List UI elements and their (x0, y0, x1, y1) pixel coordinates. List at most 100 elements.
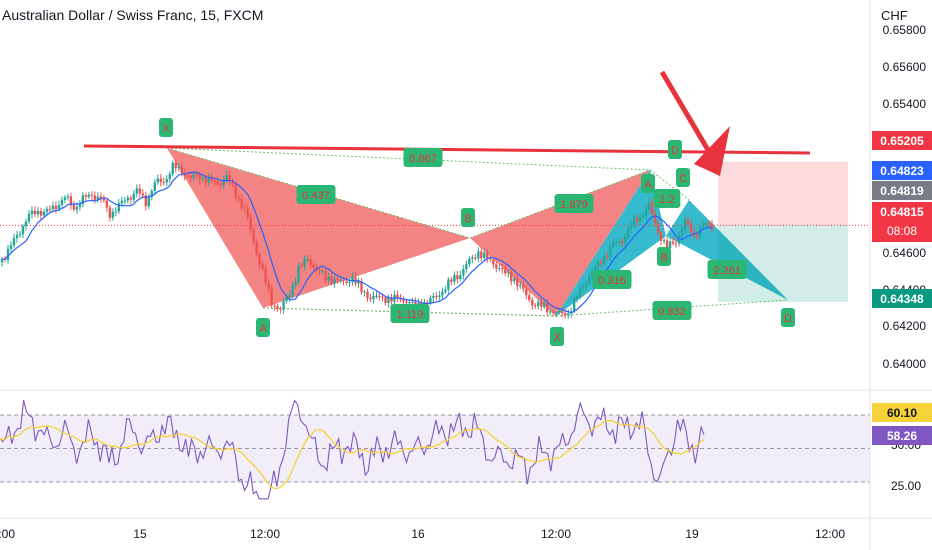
candle-body (264, 268, 267, 283)
candle-body (435, 296, 438, 298)
price-badge-countdown: 08:08 (887, 224, 917, 238)
candle-body (39, 210, 43, 216)
candle-body (360, 281, 363, 293)
down-arrow-head (694, 126, 730, 176)
candle-body (327, 276, 330, 281)
candle-body (207, 176, 210, 183)
candle-body (0, 258, 4, 263)
candle-body (330, 276, 333, 284)
rsi-tick-label: 25.00 (891, 479, 921, 493)
ratio-label: 1.119 (397, 309, 424, 321)
candle-body (288, 295, 291, 298)
candle-body (6, 248, 10, 260)
candle-body (602, 255, 606, 264)
candle-body (333, 278, 336, 284)
candle-body (27, 213, 31, 222)
candle-body (486, 252, 489, 259)
candle-body (546, 303, 549, 312)
ratio-label: 0.437 (302, 190, 330, 202)
ratio-label-box (296, 185, 336, 204)
candle-body (237, 197, 240, 199)
candle-body (507, 272, 510, 274)
harmonic-ratio-line (262, 307, 557, 317)
candle-body (24, 221, 28, 227)
candle-body (599, 261, 603, 264)
candle-body (147, 196, 150, 207)
point-label: B (464, 213, 471, 225)
candle-body (135, 188, 139, 194)
candle-body (665, 240, 669, 249)
candle-body (174, 162, 177, 169)
candle-body (177, 166, 180, 169)
candle-body (357, 281, 360, 284)
candle-body (198, 175, 201, 180)
candle-body (48, 208, 52, 210)
harmonic-ratio-line (166, 147, 471, 239)
candle-body (441, 291, 444, 296)
candle-body (489, 258, 492, 260)
candle-body (216, 181, 219, 185)
ratio-label-box (707, 260, 747, 279)
harmonic-triangle-xab-2 (556, 170, 666, 316)
point-label-box (668, 140, 682, 159)
candle-body (249, 217, 252, 231)
point-label-box (641, 174, 655, 193)
candle-body (510, 272, 513, 282)
candle-body (629, 225, 633, 229)
candle-body (312, 264, 315, 268)
candle-body (18, 234, 22, 236)
candle-body (384, 297, 387, 304)
candle-body (635, 217, 639, 222)
candle-body (213, 180, 216, 182)
candle-body (291, 285, 294, 296)
candle-body (543, 303, 546, 307)
candle-body (638, 216, 642, 222)
candle-body (492, 259, 495, 265)
candle-body (273, 305, 276, 307)
candle-body (159, 178, 162, 183)
candle-body (219, 184, 222, 186)
candle-body (411, 301, 414, 303)
candle-body (309, 259, 312, 265)
candle-body (578, 287, 582, 296)
candle-body (623, 236, 627, 244)
candle-body (162, 182, 165, 184)
candle-body (710, 223, 714, 230)
point-label-box (256, 318, 270, 337)
ratio-label: 2.261 (713, 265, 741, 277)
point-label-box (676, 168, 690, 187)
candle-body (378, 295, 381, 297)
price-tick-label: 0.65600 (883, 60, 927, 74)
candle-body (537, 301, 540, 306)
candle-body (99, 196, 103, 199)
candle-body (575, 295, 579, 299)
candle-body (695, 235, 699, 237)
candle-body (75, 206, 79, 210)
candle-body (261, 264, 264, 269)
candle-body (632, 217, 636, 226)
ratio-label: 0.867 (409, 153, 437, 165)
candle-body (587, 276, 591, 285)
time-tick-label: 12:00 (815, 527, 845, 541)
candle-body (372, 295, 375, 300)
candle-body (153, 182, 156, 191)
candle-body (501, 268, 504, 270)
candle-body (668, 241, 672, 249)
candle-body (584, 284, 588, 287)
time-tick-label: 12:00 (250, 527, 280, 541)
candle-body (572, 298, 576, 312)
candle-body (641, 215, 645, 217)
candle-body (33, 210, 37, 215)
candle-body (429, 297, 432, 303)
point-label: C (679, 173, 687, 185)
candle-body (45, 208, 49, 212)
candle-body (252, 230, 255, 242)
candle-body (57, 204, 61, 209)
moving-average-line (1, 171, 713, 314)
ratio-label: 0.316 (598, 275, 626, 287)
price-badge-label: 0.64819 (880, 184, 924, 198)
candle-body (144, 195, 147, 207)
candle-body (222, 179, 225, 186)
candle-body (504, 269, 507, 274)
